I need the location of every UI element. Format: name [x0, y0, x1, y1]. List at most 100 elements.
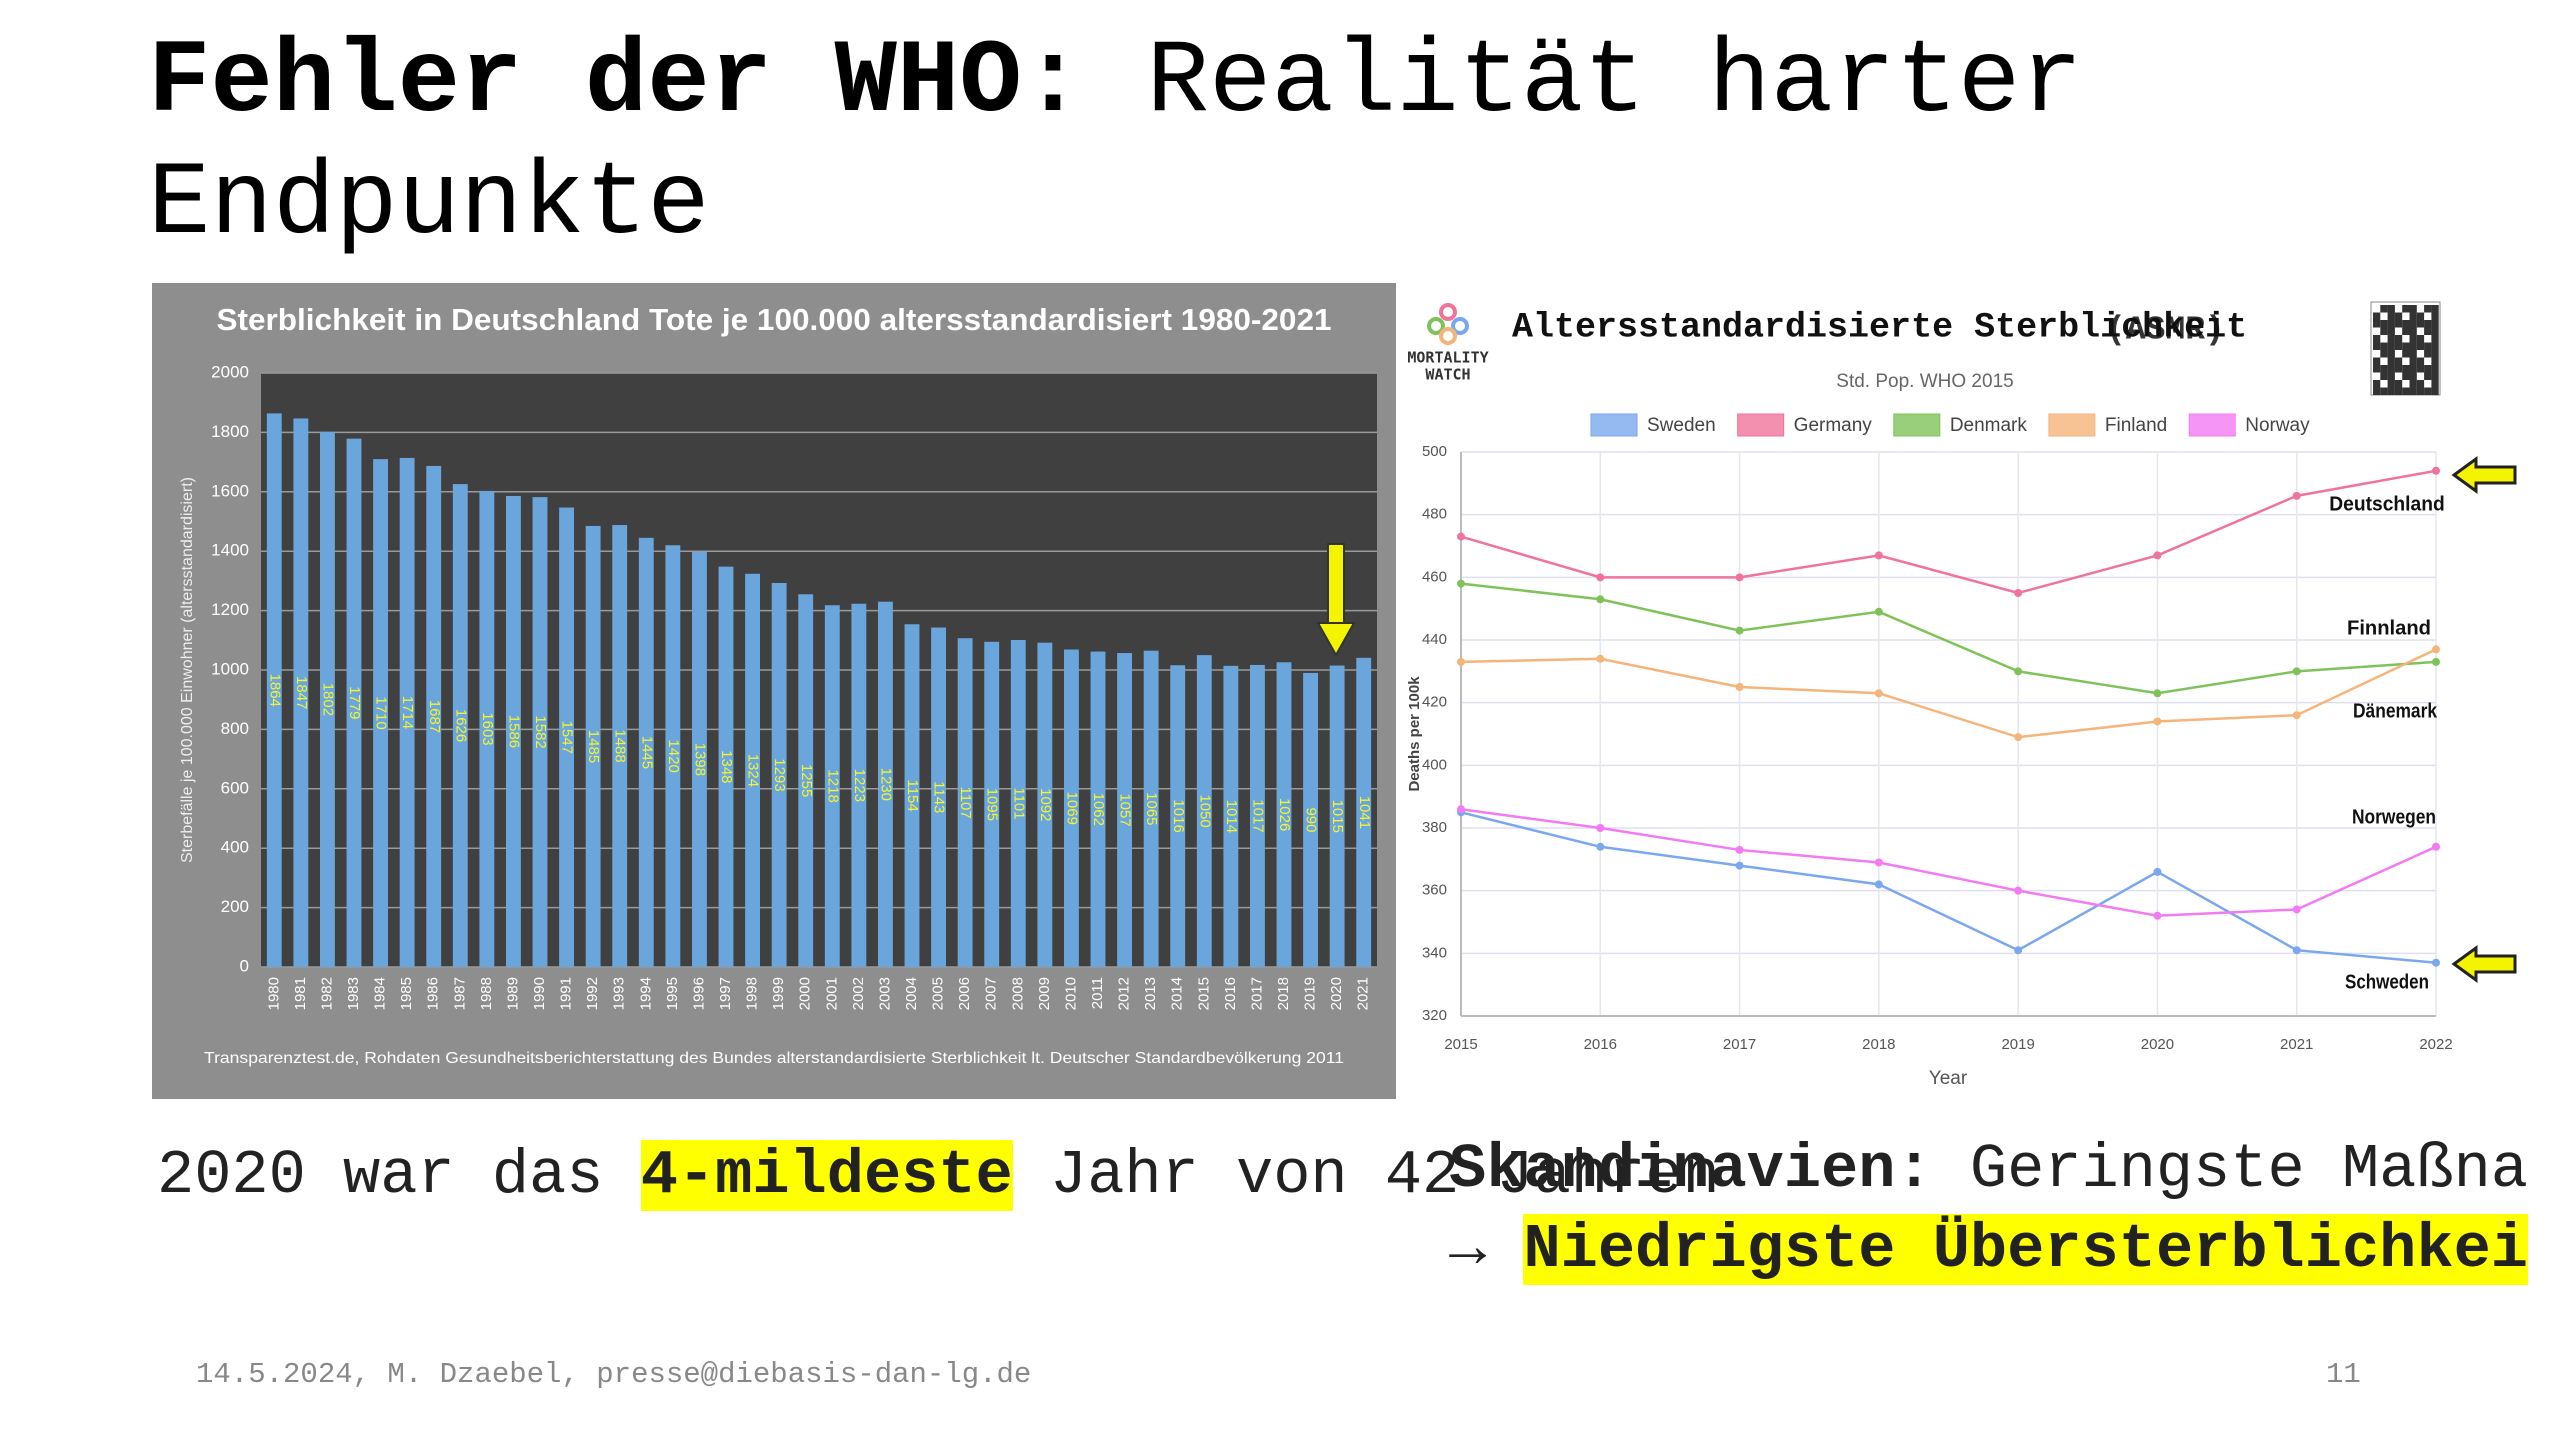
point — [2432, 958, 2440, 967]
x-tick-label: 2011 — [1089, 977, 1106, 1009]
qr-cell — [2424, 327, 2432, 335]
qr-cell — [2409, 312, 2417, 320]
qr-cell — [2409, 372, 2417, 380]
point — [2432, 466, 2440, 475]
x-tick-label: 1980 — [265, 977, 282, 1010]
qr-cell — [2431, 380, 2439, 388]
qr-cell — [2394, 387, 2403, 395]
point — [2153, 867, 2162, 876]
logo-dot — [1427, 317, 1445, 335]
y-tick-label: 200 — [221, 897, 249, 916]
x-tick-label: 1981 — [292, 977, 309, 1010]
bar — [452, 484, 468, 967]
y-tick-label: 420 — [1422, 694, 1447, 711]
value-label: 1062 — [1090, 793, 1107, 826]
point — [1735, 861, 1744, 870]
series-line — [1460, 469, 2437, 595]
point — [1874, 551, 1883, 560]
x-tick-label: 1988 — [478, 977, 495, 1010]
x-tick-label: 2005 — [930, 977, 947, 1010]
arrow: → — [1449, 1214, 1487, 1285]
bar-chart: Sterblichkeit in Deutschland Tote je 100… — [152, 283, 1396, 1099]
qr-cell — [2394, 380, 2403, 388]
bar — [904, 624, 920, 967]
text: Jahr von 42 Jahren — [1049, 1140, 1720, 1211]
value-label: 1324 — [745, 754, 762, 787]
value-label: 1420 — [665, 739, 682, 772]
qr-cell — [2431, 357, 2439, 365]
bar — [1090, 651, 1106, 967]
qr-cell — [2402, 365, 2410, 373]
qr-cell — [2387, 357, 2395, 365]
qr-cell — [2373, 357, 2381, 365]
value-label: 1710 — [373, 696, 390, 729]
logo-dot — [1451, 317, 1469, 335]
qr-cell — [2409, 327, 2417, 335]
legend-label: Sweden — [1647, 415, 1716, 436]
qr-cell — [2373, 387, 2381, 395]
qr-cell — [2416, 312, 2425, 320]
qr-cell — [2402, 342, 2410, 350]
qr-cell — [2394, 357, 2403, 365]
point — [2292, 711, 2301, 720]
x-tick-label: 2022 — [2419, 1036, 2452, 1053]
value-label: 1014 — [1223, 800, 1240, 833]
point — [1735, 573, 1744, 582]
x-tick-label: 2003 — [876, 977, 893, 1010]
qr-cell — [2402, 327, 2410, 335]
bar — [718, 566, 734, 967]
y-tick-label: 400 — [221, 838, 249, 857]
bar — [612, 525, 628, 967]
point — [2153, 911, 2162, 920]
chart-title: Altersstandardisierte Sterblichkeit — [1512, 307, 2247, 347]
qr-cell — [2387, 335, 2395, 343]
series-line — [1460, 582, 2437, 695]
qr-cell — [2387, 387, 2395, 395]
qr-cell — [2431, 327, 2439, 335]
point — [2432, 657, 2440, 666]
point — [1596, 654, 1605, 663]
value-label: 1348 — [718, 750, 735, 783]
value-label: 1802 — [319, 683, 336, 716]
bar — [745, 573, 761, 967]
value-label: 1017 — [1249, 799, 1266, 832]
x-tick-label: 1997 — [717, 977, 734, 1010]
left-text: 2020 war das 4-mildeste Jahr von 42 Jahr… — [157, 1140, 1720, 1211]
bar — [1037, 642, 1053, 967]
bar — [266, 413, 282, 968]
annotation: Deutschland — [2329, 493, 2445, 515]
value-label: 1714 — [399, 696, 416, 729]
y-axis-label: Deaths per 100k — [1406, 676, 1423, 792]
qr-cell — [2409, 320, 2417, 328]
qr-cell — [2402, 387, 2410, 395]
x-tick-label: 1993 — [611, 977, 628, 1010]
y-tick-label: 400 — [1422, 756, 1447, 773]
y-tick-label: 2000 — [211, 362, 249, 381]
bar — [665, 545, 681, 967]
value-label: 1445 — [638, 736, 655, 769]
qr-cell — [2409, 335, 2417, 343]
value-label: 1107 — [957, 786, 974, 818]
x-tick-label: 2018 — [1862, 1036, 1895, 1053]
value-label: 1101 — [1010, 787, 1027, 819]
point — [2014, 667, 2023, 676]
qr-cell — [2387, 342, 2395, 350]
point — [2292, 491, 2301, 500]
x-tick-label: 2017 — [1248, 977, 1265, 1010]
bar — [346, 438, 362, 968]
text: Geringste Maßna — [1969, 1134, 2528, 1205]
bar — [319, 431, 335, 967]
point — [2014, 946, 2023, 955]
qr-cell — [2380, 305, 2388, 313]
x-tick-label: 2021 — [2280, 1036, 2313, 1053]
bar — [505, 495, 521, 967]
qr-cell — [2387, 365, 2395, 373]
bar — [638, 537, 654, 967]
qr-cell — [2409, 365, 2417, 373]
point — [1596, 824, 1605, 832]
qr-cell — [2409, 387, 2417, 395]
title-rest: Realität harter Endpunkte — [148, 24, 2083, 264]
qr-cell — [2387, 380, 2395, 388]
qr-cell — [2431, 305, 2439, 313]
x-tick-label: 2018 — [1275, 977, 1292, 1010]
